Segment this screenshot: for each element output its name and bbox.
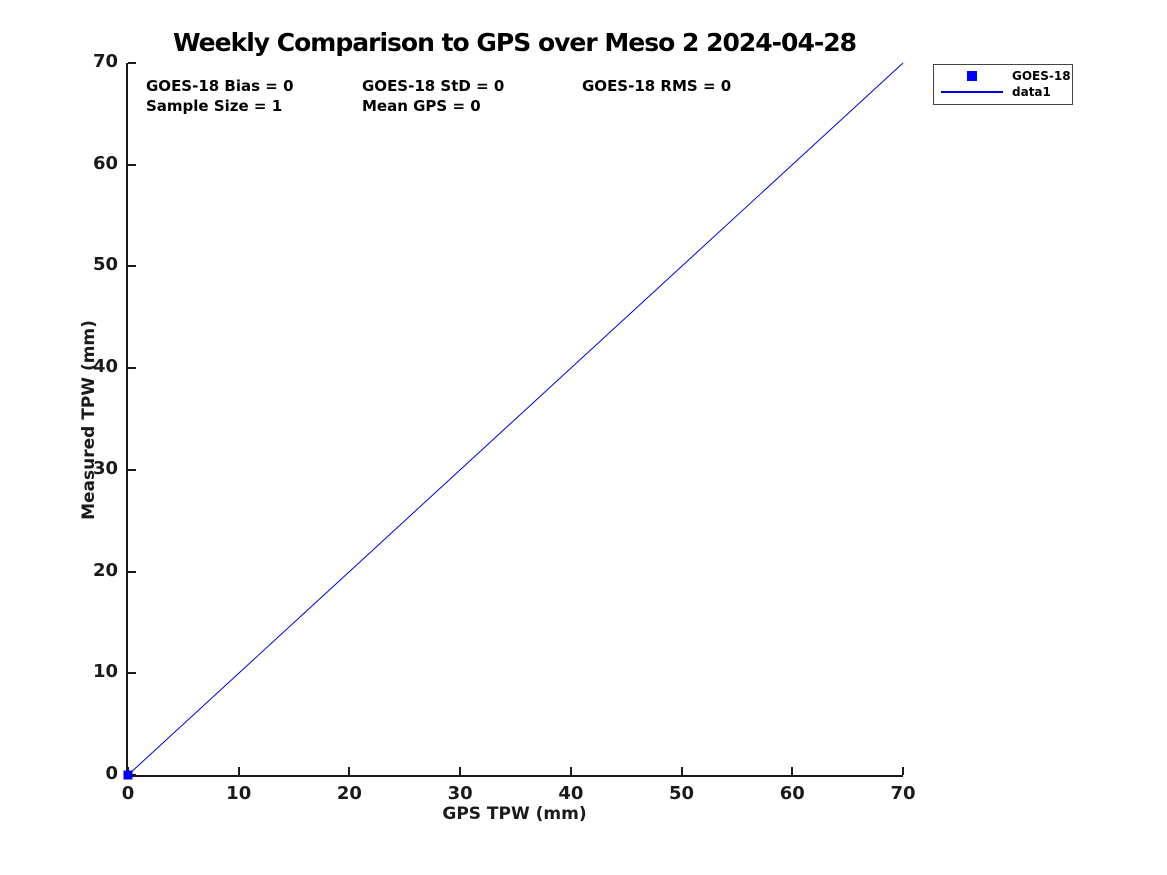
y-tick-label: 0 [105,763,118,784]
x-tick [680,767,683,775]
x-tick [459,767,462,775]
y-tick-label: 60 [92,152,118,174]
y-tick [128,468,136,471]
legend-symbol-area [934,91,1010,93]
y-tick-label: 70 [92,51,118,72]
series-line-data1 [127,62,904,776]
x-axis-label: GPS TPW (mm) [442,804,587,824]
x-tick-label: 20 [336,783,362,804]
y-tick [128,570,136,573]
x-tick [348,767,351,775]
y-tick [128,367,136,370]
y-tick [128,672,136,675]
y-tick [128,62,136,64]
y-tick-label: 50 [92,254,118,276]
chart-title: Weekly Comparison to GPS over Meso 2 202… [172,28,857,57]
x-tick [791,767,794,775]
legend-label: GOES-18 [1012,69,1071,83]
plot-canvas [123,62,904,780]
y-tick [128,163,136,166]
legend-symbol-area [934,71,1010,81]
stat-rms: GOES-18 RMS = 0 [582,77,732,95]
x-tick [902,767,904,775]
x-tick-label: 30 [447,783,473,804]
stat-bias: GOES-18 Bias = 0 [146,77,294,95]
y-tick-label: 10 [92,661,118,683]
x-tick-label: 60 [779,783,805,804]
y-tick-label: 20 [92,559,118,581]
x-tick-label: 10 [226,783,252,804]
legend: GOES-18 data1 [933,64,1073,105]
x-tick-label: 0 [121,783,135,804]
legend-label: data1 [1012,85,1051,99]
stat-mean-gps: Mean GPS = 0 [362,97,481,115]
y-axis-label: Measured TPW (mm) [79,320,99,520]
x-tick-label: 50 [669,783,695,804]
stat-std: GOES-18 StD = 0 [362,77,505,95]
stat-sample-size: Sample Size = 1 [146,97,283,115]
x-tick [569,767,572,775]
y-tick-label: 30 [92,457,118,479]
legend-entry: data1 [934,84,1072,100]
y-tick [128,265,136,268]
y-tick-label: 40 [92,356,118,378]
legend-square-marker-icon [967,71,977,81]
legend-entry: GOES-18 [934,68,1072,84]
x-tick [237,767,240,775]
x-tick-label: 40 [558,783,584,804]
legend-line-icon [941,91,1003,93]
plot-area: 0 10 20 30 40 50 60 70 0 10 20 30 40 50 60 70 [93,51,916,804]
x-tick-label: 70 [890,783,916,804]
